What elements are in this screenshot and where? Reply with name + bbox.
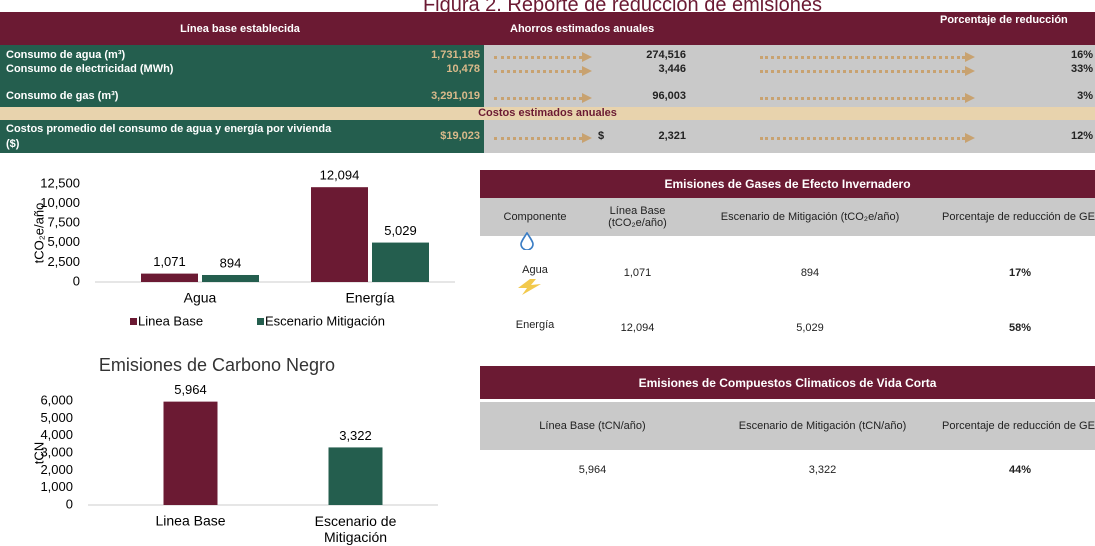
arrow <box>494 52 592 62</box>
arrow <box>494 133 592 143</box>
y-tick-label: 12,500 <box>40 175 80 190</box>
charts: tCO₂e/año 0 2,500 5,000 7,500 10,000 12,500 Agu… <box>31 168 455 545</box>
table-cell: Energía <box>515 319 555 331</box>
table-cell: 17% <box>1008 267 1032 279</box>
x-tick-label: Energía <box>345 290 394 306</box>
y-tick-label: 2,000 <box>40 462 73 477</box>
column-header: Porcentaje de reducción de GEI <box>942 211 1095 223</box>
table-cell: 58% <box>1008 322 1032 334</box>
base-value: $19,023 <box>440 130 480 142</box>
legend-label: Linea Base <box>138 313 203 328</box>
y-tick-label: 5,000 <box>47 234 80 249</box>
column-header: Escenario de Mitigación (tCO₂e/año) <box>720 211 900 223</box>
y-tick-label: 7,500 <box>47 215 80 230</box>
savings-value: 274,516 <box>646 49 686 61</box>
data-label: 3,322 <box>339 428 372 443</box>
table-cell: 1,071 <box>623 267 652 279</box>
water-icon <box>520 231 534 255</box>
base-value: 3,291,019 <box>431 90 480 102</box>
table-cell: 5,029 <box>796 322 824 334</box>
cost-band <box>0 107 1095 120</box>
arrow <box>494 93 592 103</box>
summary-header <box>0 12 1095 45</box>
pct-value: 33% <box>1070 63 1093 75</box>
row-label: Consumo de agua (m³) <box>6 49 126 61</box>
header-cell: Porcentaje de reducción <box>940 14 1068 26</box>
column-header: Línea Base (tCN/año) <box>539 420 646 432</box>
table-title: Emisiones de Compuestos Climaticos de Vi… <box>480 366 1095 399</box>
y-tick-label: 5,000 <box>40 410 73 425</box>
table-cell: 12,094 <box>620 322 655 334</box>
table-cell: 894 <box>800 267 820 279</box>
arrow <box>494 66 592 76</box>
bar <box>328 447 383 505</box>
cost-title: Costos estimados anuales <box>478 107 617 119</box>
y-tick-label: 10,000 <box>40 195 80 210</box>
x-tick-label: Escenario de Mitigación <box>315 513 397 545</box>
legend-swatch <box>130 318 137 325</box>
arrow <box>760 133 975 143</box>
y-tick-label: 2,500 <box>47 254 80 269</box>
bar <box>202 274 259 282</box>
bar <box>311 187 368 282</box>
y-tick-label: 4,000 <box>40 427 73 442</box>
y-tick-label: 0 <box>66 496 73 511</box>
column-header: Línea Base (tCO₂e/año) <box>608 205 667 229</box>
label-column <box>0 45 484 107</box>
table-cell: 44% <box>1008 464 1032 476</box>
data-label: 894 <box>220 255 242 270</box>
chart-title: Emisiones de Carbono Negro <box>99 355 335 375</box>
column-header: Porcentaje de reducción de GEI <box>942 420 1095 432</box>
arrow <box>760 66 975 76</box>
base-value: 1,731,185 <box>431 49 480 61</box>
table-cell: 5,964 <box>578 464 607 476</box>
pct-value: 12% <box>1070 130 1093 142</box>
data-label: 5,964 <box>174 382 207 397</box>
savings-value: 3,446 <box>658 63 686 75</box>
energy-icon <box>514 278 544 301</box>
row-label: Costos promedio del consumo de agua y en… <box>6 123 332 150</box>
bar <box>372 242 429 282</box>
table-cell: 3,322 <box>808 464 837 476</box>
row-label: Consumo de electricidad (MWh) <box>6 63 174 75</box>
bar <box>163 401 218 505</box>
row-label: Consumo de gas (m³) <box>6 90 119 102</box>
data-label: 5,029 <box>384 223 417 238</box>
header-cell: Línea base establecida <box>180 23 300 35</box>
data-label: 1,071 <box>153 254 186 269</box>
table-subheader <box>480 402 1095 450</box>
label-column <box>0 120 484 153</box>
legend-swatch <box>257 318 264 325</box>
y-axis-label: tCO₂e/año <box>31 203 46 264</box>
table-cell: Agua <box>522 264 548 276</box>
y-tick-label: 3,000 <box>40 444 73 459</box>
arrow <box>760 52 975 62</box>
pct-value: 16% <box>1070 49 1093 61</box>
x-tick-label: Agua <box>184 290 217 306</box>
bar <box>141 273 198 282</box>
base-value: 10,478 <box>446 63 480 75</box>
y-tick-label: 1,000 <box>40 479 73 494</box>
x-tick-label: Linea Base <box>155 513 225 529</box>
arrow <box>760 93 975 103</box>
y-tick-label: 6,000 <box>40 392 73 407</box>
pct-value: 3% <box>1077 90 1093 102</box>
header-cell: Ahorros estimados anuales <box>510 23 655 35</box>
column-header: Componente <box>503 211 567 223</box>
y-tick-label: 0 <box>73 273 80 288</box>
savings-value: 2,321 <box>658 130 686 142</box>
column-header: Escenario de Mitigación (tCN/año) <box>738 420 907 432</box>
legend-label: Escenario Mitigación <box>265 313 385 328</box>
savings-value: 96,003 <box>652 90 686 102</box>
table-title: Emisiones de Gases de Efecto Invernadero <box>480 170 1095 198</box>
data-label: 12,094 <box>320 168 360 183</box>
table-subheader <box>480 198 1095 236</box>
currency: $ <box>598 130 605 142</box>
y-axis-label: tCN <box>31 442 46 464</box>
